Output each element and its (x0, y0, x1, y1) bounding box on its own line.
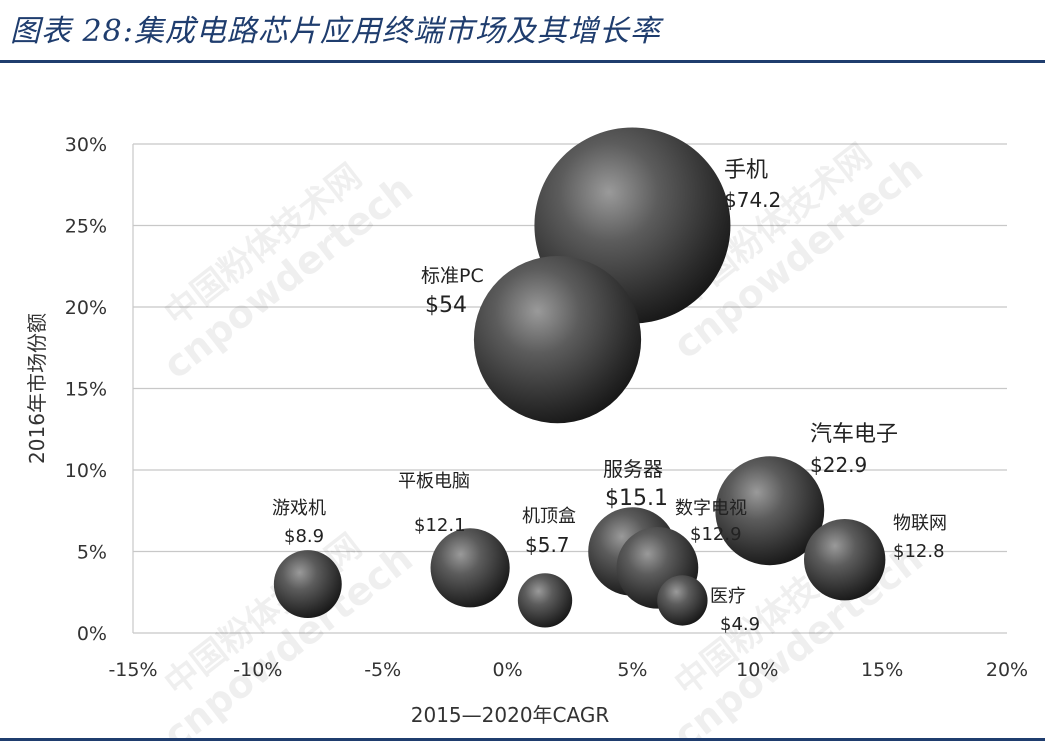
bubble-value-1: $54 (425, 293, 467, 318)
x-tick-label-4: 5% (617, 659, 647, 681)
ticks-layer: 0% 5% 10% 15% 20% 25% 30% -15% -10% -5% 0% 5% 10% 15%… (65, 134, 1028, 681)
bubble-name-9: 医疗 (710, 586, 746, 607)
bubble-value-7: $8.9 (284, 526, 324, 547)
bubble-name-4: 数字电视 (675, 498, 747, 519)
y-tick-label-3: 15% (65, 379, 107, 401)
figure-title: 图表 28:集成电路芯片应用终端市场及其增长率 (10, 14, 661, 49)
bubble-name-6: 平板电脑 (398, 471, 470, 492)
bubble-name-3: 服务器 (603, 457, 663, 481)
x-tick-label-1: -10% (233, 659, 282, 681)
bubble-value-4: $12.9 (690, 524, 742, 545)
bubble-9 (657, 575, 708, 626)
y-tick-label-6: 30% (65, 134, 107, 156)
y-tick-label-1: 5% (77, 542, 107, 564)
bubble-1 (473, 255, 642, 424)
bubbles-layer (273, 127, 886, 628)
x-tick-label-2: -5% (364, 659, 401, 681)
x-axis-title: 2015—2020年CAGR (411, 703, 610, 727)
y-tick-label-4: 20% (65, 297, 107, 319)
bubble-value-0: $74.2 (724, 188, 781, 212)
x-tick-label-0: -15% (108, 659, 157, 681)
bubble-value-9: $4.9 (720, 614, 760, 635)
bubble-name-1: 标准PC (421, 265, 484, 287)
bottom-rule (0, 738, 1045, 741)
x-tick-label-7: 20% (986, 659, 1028, 681)
bubble-name-5: 物联网 (893, 513, 947, 534)
bubble-value-3: $15.1 (605, 486, 668, 511)
x-tick-label-5: 10% (736, 659, 778, 681)
bubble-7 (273, 550, 342, 619)
bubble-value-5: $12.8 (893, 541, 945, 562)
y-tick-label-5: 25% (65, 216, 107, 238)
bubble-value-2: $22.9 (810, 453, 867, 477)
bubble-5 (803, 518, 886, 601)
watermark-text-en: cnpowdertech (665, 536, 931, 738)
bubble-name-2: 汽车电子 (810, 422, 898, 447)
x-tick-label-6: 15% (861, 659, 903, 681)
bubble-name-7: 游戏机 (272, 498, 326, 519)
bubble-name-0: 手机 (724, 158, 768, 183)
bubble-6 (430, 528, 510, 608)
labels-layer: 手机 $74.2 标准PC $54 汽车电子 $22.9 服务器 $15.1 数字电视 $12.9… (272, 158, 947, 635)
bubble-name-8: 机顶盒 (522, 506, 576, 527)
bubble-2 (715, 456, 825, 566)
y-axis-title: 2016年市场份额 (25, 313, 49, 464)
bubble-value-6: $12.1 (414, 515, 466, 536)
bubble-8 (517, 573, 573, 628)
y-tick-label-2: 10% (65, 460, 107, 482)
title-rule (0, 60, 1045, 63)
x-tick-label-3: 0% (492, 659, 522, 681)
bubble-value-8: $5.7 (525, 533, 570, 557)
y-tick-label-0: 0% (77, 623, 107, 645)
